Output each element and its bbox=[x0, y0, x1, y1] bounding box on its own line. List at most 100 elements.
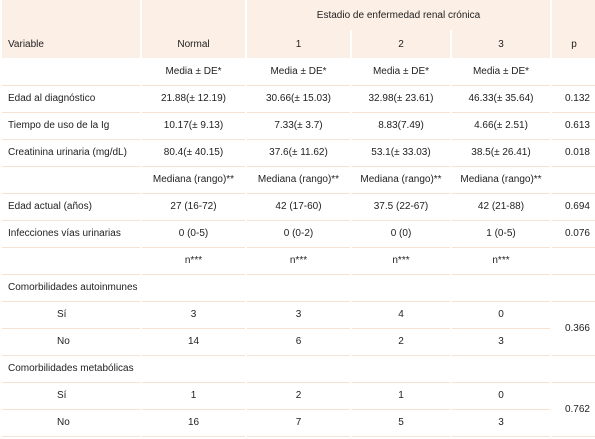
table-cell bbox=[550, 166, 595, 194]
table-cell: 14 bbox=[140, 328, 246, 356]
table-cell: 5 bbox=[350, 409, 451, 437]
table-cell: 3 bbox=[450, 409, 551, 437]
table-cell: 0.076 bbox=[550, 220, 595, 248]
table-row: Comorbilidades autoinmunes bbox=[0, 274, 595, 302]
table-row: Mediana (rango)** Mediana (rango)** Median… bbox=[0, 166, 595, 194]
table-cell: Media ± DE* bbox=[350, 58, 451, 86]
table-cell: 6 bbox=[245, 328, 351, 356]
table-cell: 0 bbox=[450, 382, 551, 410]
table-cell bbox=[550, 355, 595, 383]
table-cell: 2 bbox=[350, 328, 451, 356]
table-row: Edad actual (años) 27 (16-72) 42 (17-60) 37… bbox=[0, 193, 595, 221]
table-cell: 7.33(± 3.7) bbox=[245, 112, 351, 140]
table-row: Edad al diagnóstico 21.88(± 12.19) 30.66(±… bbox=[0, 85, 595, 113]
table-row: Comorbilidades metabólicas bbox=[0, 355, 595, 383]
table-cell: 2 bbox=[245, 382, 351, 410]
table-cell: 0 bbox=[450, 301, 551, 329]
table-cell: 42 (17-60) bbox=[245, 193, 351, 221]
table-cell: Sí bbox=[0, 301, 141, 329]
table-cell: 3 bbox=[245, 301, 351, 329]
table-row: n*** n*** n*** n*** bbox=[0, 247, 595, 275]
column-header: p bbox=[550, 30, 595, 58]
table-cell: 0 (0-5) bbox=[140, 220, 246, 248]
column-header: 3 bbox=[450, 30, 551, 58]
table-cell: 3 bbox=[450, 328, 551, 356]
table-cell: n*** bbox=[245, 247, 351, 275]
table-cell bbox=[550, 58, 595, 86]
table-cell: 53.1(± 33.03) bbox=[350, 139, 451, 167]
table-cell: n*** bbox=[450, 247, 551, 275]
table-cell: Mediana (rango)** bbox=[350, 166, 451, 194]
column-header: Normal bbox=[140, 30, 246, 58]
table-cell: n*** bbox=[140, 247, 246, 275]
table-cell: 3 bbox=[140, 301, 246, 329]
table-cell bbox=[0, 247, 141, 275]
table-cell bbox=[550, 274, 595, 302]
table-cell: Media ± DE* bbox=[245, 58, 351, 86]
table-cell: 21.88(± 12.19) bbox=[140, 85, 246, 113]
table-cell: 10.17(± 9.13) bbox=[140, 112, 246, 140]
table-cell: 7 bbox=[245, 409, 351, 437]
table-cell: Creatinina urinaria (mg/dL) bbox=[0, 139, 141, 167]
group-header: Estadio de enfermedad renal crónica bbox=[245, 0, 551, 30]
table-cell bbox=[550, 247, 595, 275]
table-cell: 0 (0) bbox=[350, 220, 451, 248]
table-cell: 0.762 bbox=[550, 382, 595, 437]
table-row: Tiempo de uso de la Ig 10.17(± 9.13) 7.33(… bbox=[0, 112, 595, 140]
table-cell: Mediana (rango)** bbox=[450, 166, 551, 194]
table-cell bbox=[0, 166, 141, 194]
table-row: Sí 3 3 4 0 0.366 bbox=[0, 301, 595, 356]
table-cell: 1 bbox=[350, 382, 451, 410]
table-cell: 4 bbox=[350, 301, 451, 329]
table-cell: No bbox=[0, 328, 141, 356]
table-row: No 14 6 2 3 bbox=[0, 328, 595, 356]
table-cell: 16 bbox=[140, 409, 246, 437]
table-cell: 0.018 bbox=[550, 139, 595, 167]
table-cell: 80.4(± 40.15) bbox=[140, 139, 246, 167]
table-cell: Media ± DE* bbox=[140, 58, 246, 86]
table-row: Media ± DE* Media ± DE* Media ± DE* Media ±… bbox=[0, 58, 595, 86]
table-cell: 1 (0-5) bbox=[450, 220, 551, 248]
table-cell: 30.66(± 15.03) bbox=[245, 85, 351, 113]
table-cell: Media ± DE* bbox=[450, 58, 551, 86]
table-cell: 37.6(± 11.62) bbox=[245, 139, 351, 167]
table-cell: Infecciones vías urinarias bbox=[0, 220, 141, 248]
header-row: Estadio de enfermedad renal crónica bbox=[0, 0, 595, 30]
table-cell: No bbox=[0, 409, 141, 437]
table-cell: 0.366 bbox=[550, 301, 595, 356]
table-cell: 46.33(± 35.64) bbox=[450, 85, 551, 113]
table-cell: 0.132 bbox=[550, 85, 595, 113]
table-cell: Tiempo de uso de la Ig bbox=[0, 112, 141, 140]
column-header: 2 bbox=[350, 30, 451, 58]
table-cell: 32.98(± 23.61) bbox=[350, 85, 451, 113]
table-body: Media ± DE* Media ± DE* Media ± DE* Media ±… bbox=[0, 58, 595, 437]
table-cell: Edad actual (años) bbox=[0, 193, 141, 221]
table-row: Infecciones vías urinarias 0 (0-5) 0 (0-2)… bbox=[0, 220, 595, 248]
table-cell: 37.5 (22-67) bbox=[350, 193, 451, 221]
table-cell: 42 (21-88) bbox=[450, 193, 551, 221]
table-cell: 0.694 bbox=[550, 193, 595, 221]
column-header: 1 bbox=[245, 30, 351, 58]
table-cell: Mediana (rango)** bbox=[245, 166, 351, 194]
header-row: Variable Normal 1 2 3 p bbox=[0, 30, 595, 58]
table-cell: Edad al diagnóstico bbox=[0, 85, 141, 113]
table-cell: n*** bbox=[350, 247, 451, 275]
table-cell: 1 bbox=[140, 382, 246, 410]
table-cell: Comorbilidades autoinmunes bbox=[0, 274, 551, 302]
table-cell: 4.66(± 2.51) bbox=[450, 112, 551, 140]
table-cell: 8.83(7.49) bbox=[350, 112, 451, 140]
table-cell: 27 (16-72) bbox=[140, 193, 246, 221]
table-row: Sí 1 2 1 0 0.762 bbox=[0, 382, 595, 437]
table-cell: Sí bbox=[0, 382, 141, 410]
header-cell bbox=[0, 0, 141, 30]
table-cell: Comorbilidades metabólicas bbox=[0, 355, 551, 383]
table-row: No 16 7 5 3 bbox=[0, 409, 595, 437]
table-row: Creatinina urinaria (mg/dL) 80.4(± 40.15)… bbox=[0, 139, 595, 167]
table-cell: 0.613 bbox=[550, 112, 595, 140]
table-cell: Mediana (rango)** bbox=[140, 166, 246, 194]
table-cell bbox=[0, 58, 141, 86]
header-cell bbox=[550, 0, 595, 30]
header-cell bbox=[140, 0, 246, 30]
table-cell: 38.5(± 26.41) bbox=[450, 139, 551, 167]
